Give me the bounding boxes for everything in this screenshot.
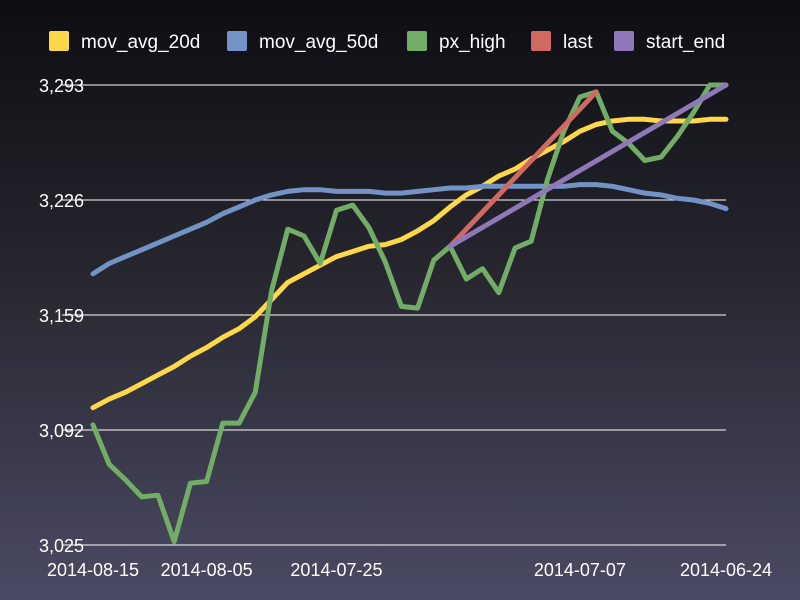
x-tick-label: 2014-08-15 — [47, 560, 139, 580]
grid-lines — [62, 84, 726, 546]
legend-swatch-start-end — [614, 31, 634, 51]
series-line-start-end — [447, 82, 729, 249]
series-line-mov-avg-20d — [90, 116, 729, 411]
series-line-mov-avg-50d — [90, 182, 729, 277]
legend-swatch-px-high — [407, 31, 427, 51]
legend-label-px-high: px_high — [439, 32, 506, 53]
y-tick-label: 3,293 — [39, 76, 84, 96]
y-axis-tick-labels: 3,025 3,092 3,159 3,226 3,293 — [39, 76, 84, 556]
series-lines — [90, 82, 729, 545]
legend-label-last: last — [563, 32, 593, 53]
x-axis-tick-labels: 2014-08-15 2014-08-05 2014-07-25 2014-07-07… — [47, 560, 772, 580]
x-tick-label: 2014-08-05 — [161, 560, 253, 580]
x-tick-label: 2014-07-07 — [534, 560, 626, 580]
legend-swatch-last — [531, 31, 551, 51]
x-tick-label: 2014-06-24 — [680, 560, 772, 580]
legend: mov_avg_20d mov_avg_50d px_high last start_e… — [49, 31, 725, 53]
y-tick-label: 3,025 — [39, 536, 84, 556]
series-line-last — [447, 89, 599, 249]
legend-label-start-end: start_end — [646, 32, 725, 53]
legend-label-mov-avg-20d: mov_avg_20d — [81, 32, 200, 53]
x-tick-label: 2014-07-25 — [290, 560, 382, 580]
series-line-px-high — [90, 82, 729, 545]
legend-label-mov-avg-50d: mov_avg_50d — [259, 32, 378, 53]
y-tick-label: 3,092 — [39, 421, 84, 441]
legend-swatch-mov-avg-50d — [227, 31, 247, 51]
y-tick-label: 3,226 — [39, 191, 84, 211]
y-tick-label: 3,159 — [39, 306, 84, 326]
legend-swatch-mov-avg-20d — [49, 31, 69, 51]
